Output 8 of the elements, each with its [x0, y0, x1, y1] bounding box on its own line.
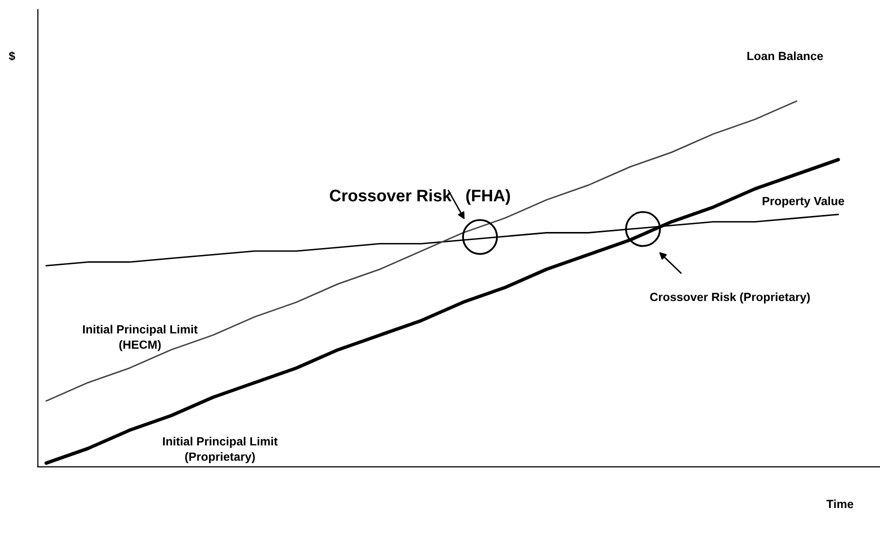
y-axis-title: $ — [8, 51, 16, 61]
annotation: Crossover Risk (Proprietary) — [650, 292, 810, 304]
annotation: Initial Principal Limit (HECM) — [83, 324, 198, 352]
x-axis-title: Time — [826, 499, 854, 508]
series-label: Property Value — [762, 196, 844, 208]
annotation: Initial Principal Limit (Proprietary) — [163, 436, 278, 464]
annotation: Crossover Risk (FHA) — [330, 189, 510, 205]
text: Loan Balance — [747, 52, 823, 60]
